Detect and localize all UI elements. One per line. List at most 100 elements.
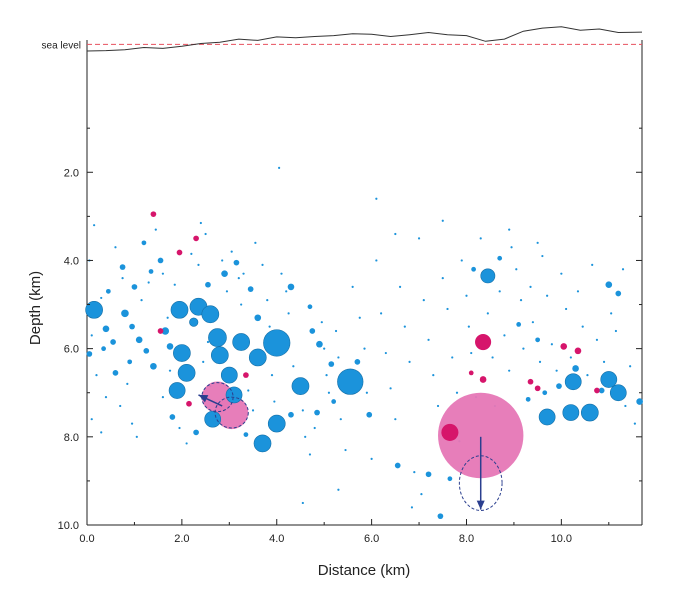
event-point-blue (189, 317, 199, 327)
event-point-blue (615, 290, 622, 297)
y-tick-label: 10.0 (58, 520, 79, 532)
event-point-blue (127, 359, 133, 365)
event-point-blue (562, 404, 580, 421)
event-point-small (427, 338, 430, 341)
event-point-small (436, 404, 440, 408)
event-point-small (408, 360, 411, 363)
event-point-small (225, 290, 229, 293)
event-point-small (586, 373, 589, 377)
event-point-small (508, 228, 511, 231)
event-point-blue (394, 462, 401, 469)
event-point-small (261, 263, 264, 266)
event-point-small (621, 268, 625, 271)
event-point-blue (150, 362, 157, 370)
event-point-blue (208, 328, 227, 347)
event-point-small (280, 272, 283, 275)
event-point-small (130, 422, 134, 425)
event-point-blue (157, 257, 164, 264)
event-point-small (337, 356, 340, 359)
event-point-blue (177, 364, 196, 382)
event-point-small (529, 285, 532, 289)
event-point-small (206, 340, 210, 344)
event-point-magenta (527, 378, 534, 385)
event-point-small (555, 369, 558, 372)
event-point-small (323, 347, 326, 350)
event-point-magenta (193, 235, 199, 242)
event-point-blue (112, 370, 119, 376)
event-point-small (202, 360, 205, 363)
event-point-blue (437, 513, 444, 520)
event-point-magenta (468, 370, 474, 376)
event-point-blue (366, 411, 373, 418)
event-point-small (531, 321, 534, 324)
event-point-small (304, 435, 307, 438)
event-point-blue (248, 348, 267, 367)
y-axis-title: Depth (km) (27, 271, 44, 345)
event-point-blue (173, 344, 191, 362)
event-point-small (301, 501, 304, 505)
event-point-small (168, 369, 172, 372)
event-point-blue (542, 390, 548, 396)
event-point-blue (141, 240, 147, 246)
event-point-blue (600, 371, 618, 388)
event-point-small (486, 312, 489, 315)
event-point-small (569, 356, 572, 359)
event-point-small (519, 299, 523, 302)
event-point-small (197, 263, 200, 266)
event-point-blue (535, 337, 541, 343)
event-point-blue (135, 336, 143, 344)
event-point-small (204, 232, 207, 236)
event-point-blue (316, 340, 323, 348)
y-tick-label: 2.0 (64, 167, 79, 179)
event-point-small (334, 329, 338, 333)
x-tick-label: 0.0 (79, 533, 94, 545)
y-tick-label: 8.0 (64, 432, 79, 444)
event-point-small (491, 356, 494, 359)
event-point-blue (307, 304, 313, 310)
event-point-small (565, 307, 568, 311)
event-point-small (247, 389, 250, 392)
event-point-small (522, 347, 525, 350)
event-point-small (614, 329, 618, 333)
event-point-small (90, 334, 93, 337)
event-point-small (508, 369, 511, 372)
event-point-blue (121, 309, 129, 318)
arrow-head (198, 394, 209, 403)
event-point-blue (337, 368, 364, 395)
event-point-small (403, 325, 406, 328)
event-point-small (339, 418, 342, 421)
event-point-small (541, 254, 544, 258)
event-point-small (384, 351, 387, 355)
event-point-blue (105, 288, 111, 294)
event-point-small (451, 356, 454, 359)
event-point-small (602, 360, 606, 363)
event-point-small (455, 391, 459, 394)
event-point-small (337, 488, 340, 491)
event-point-blue (605, 281, 613, 289)
event-point-small (292, 365, 295, 368)
event-point-small (221, 259, 224, 262)
event-point-small (161, 396, 164, 399)
uncertainty-ellipse (214, 396, 249, 429)
event-point-small (147, 281, 150, 284)
event-point-blue (205, 281, 211, 288)
event-point-small (560, 272, 563, 275)
event-point-small (237, 276, 240, 280)
event-point-blue (267, 414, 286, 433)
topography-profile (86, 26, 643, 52)
event-point-blue (288, 411, 294, 418)
event-point-small (467, 325, 470, 328)
x-axis-title: Distance (km) (318, 562, 411, 579)
x-tick-label: 6.0 (364, 533, 379, 545)
event-point-magenta (594, 387, 600, 394)
event-point-small (610, 312, 613, 315)
event-point-small (498, 290, 501, 293)
event-point-blue (119, 264, 126, 270)
event-point-blue (148, 269, 154, 274)
event-point-small (460, 259, 463, 262)
event-point-small (278, 166, 281, 169)
event-point-small (380, 312, 383, 315)
event-point-blue (101, 346, 106, 352)
event-point-small (251, 409, 255, 412)
event-point-blue (354, 359, 361, 365)
